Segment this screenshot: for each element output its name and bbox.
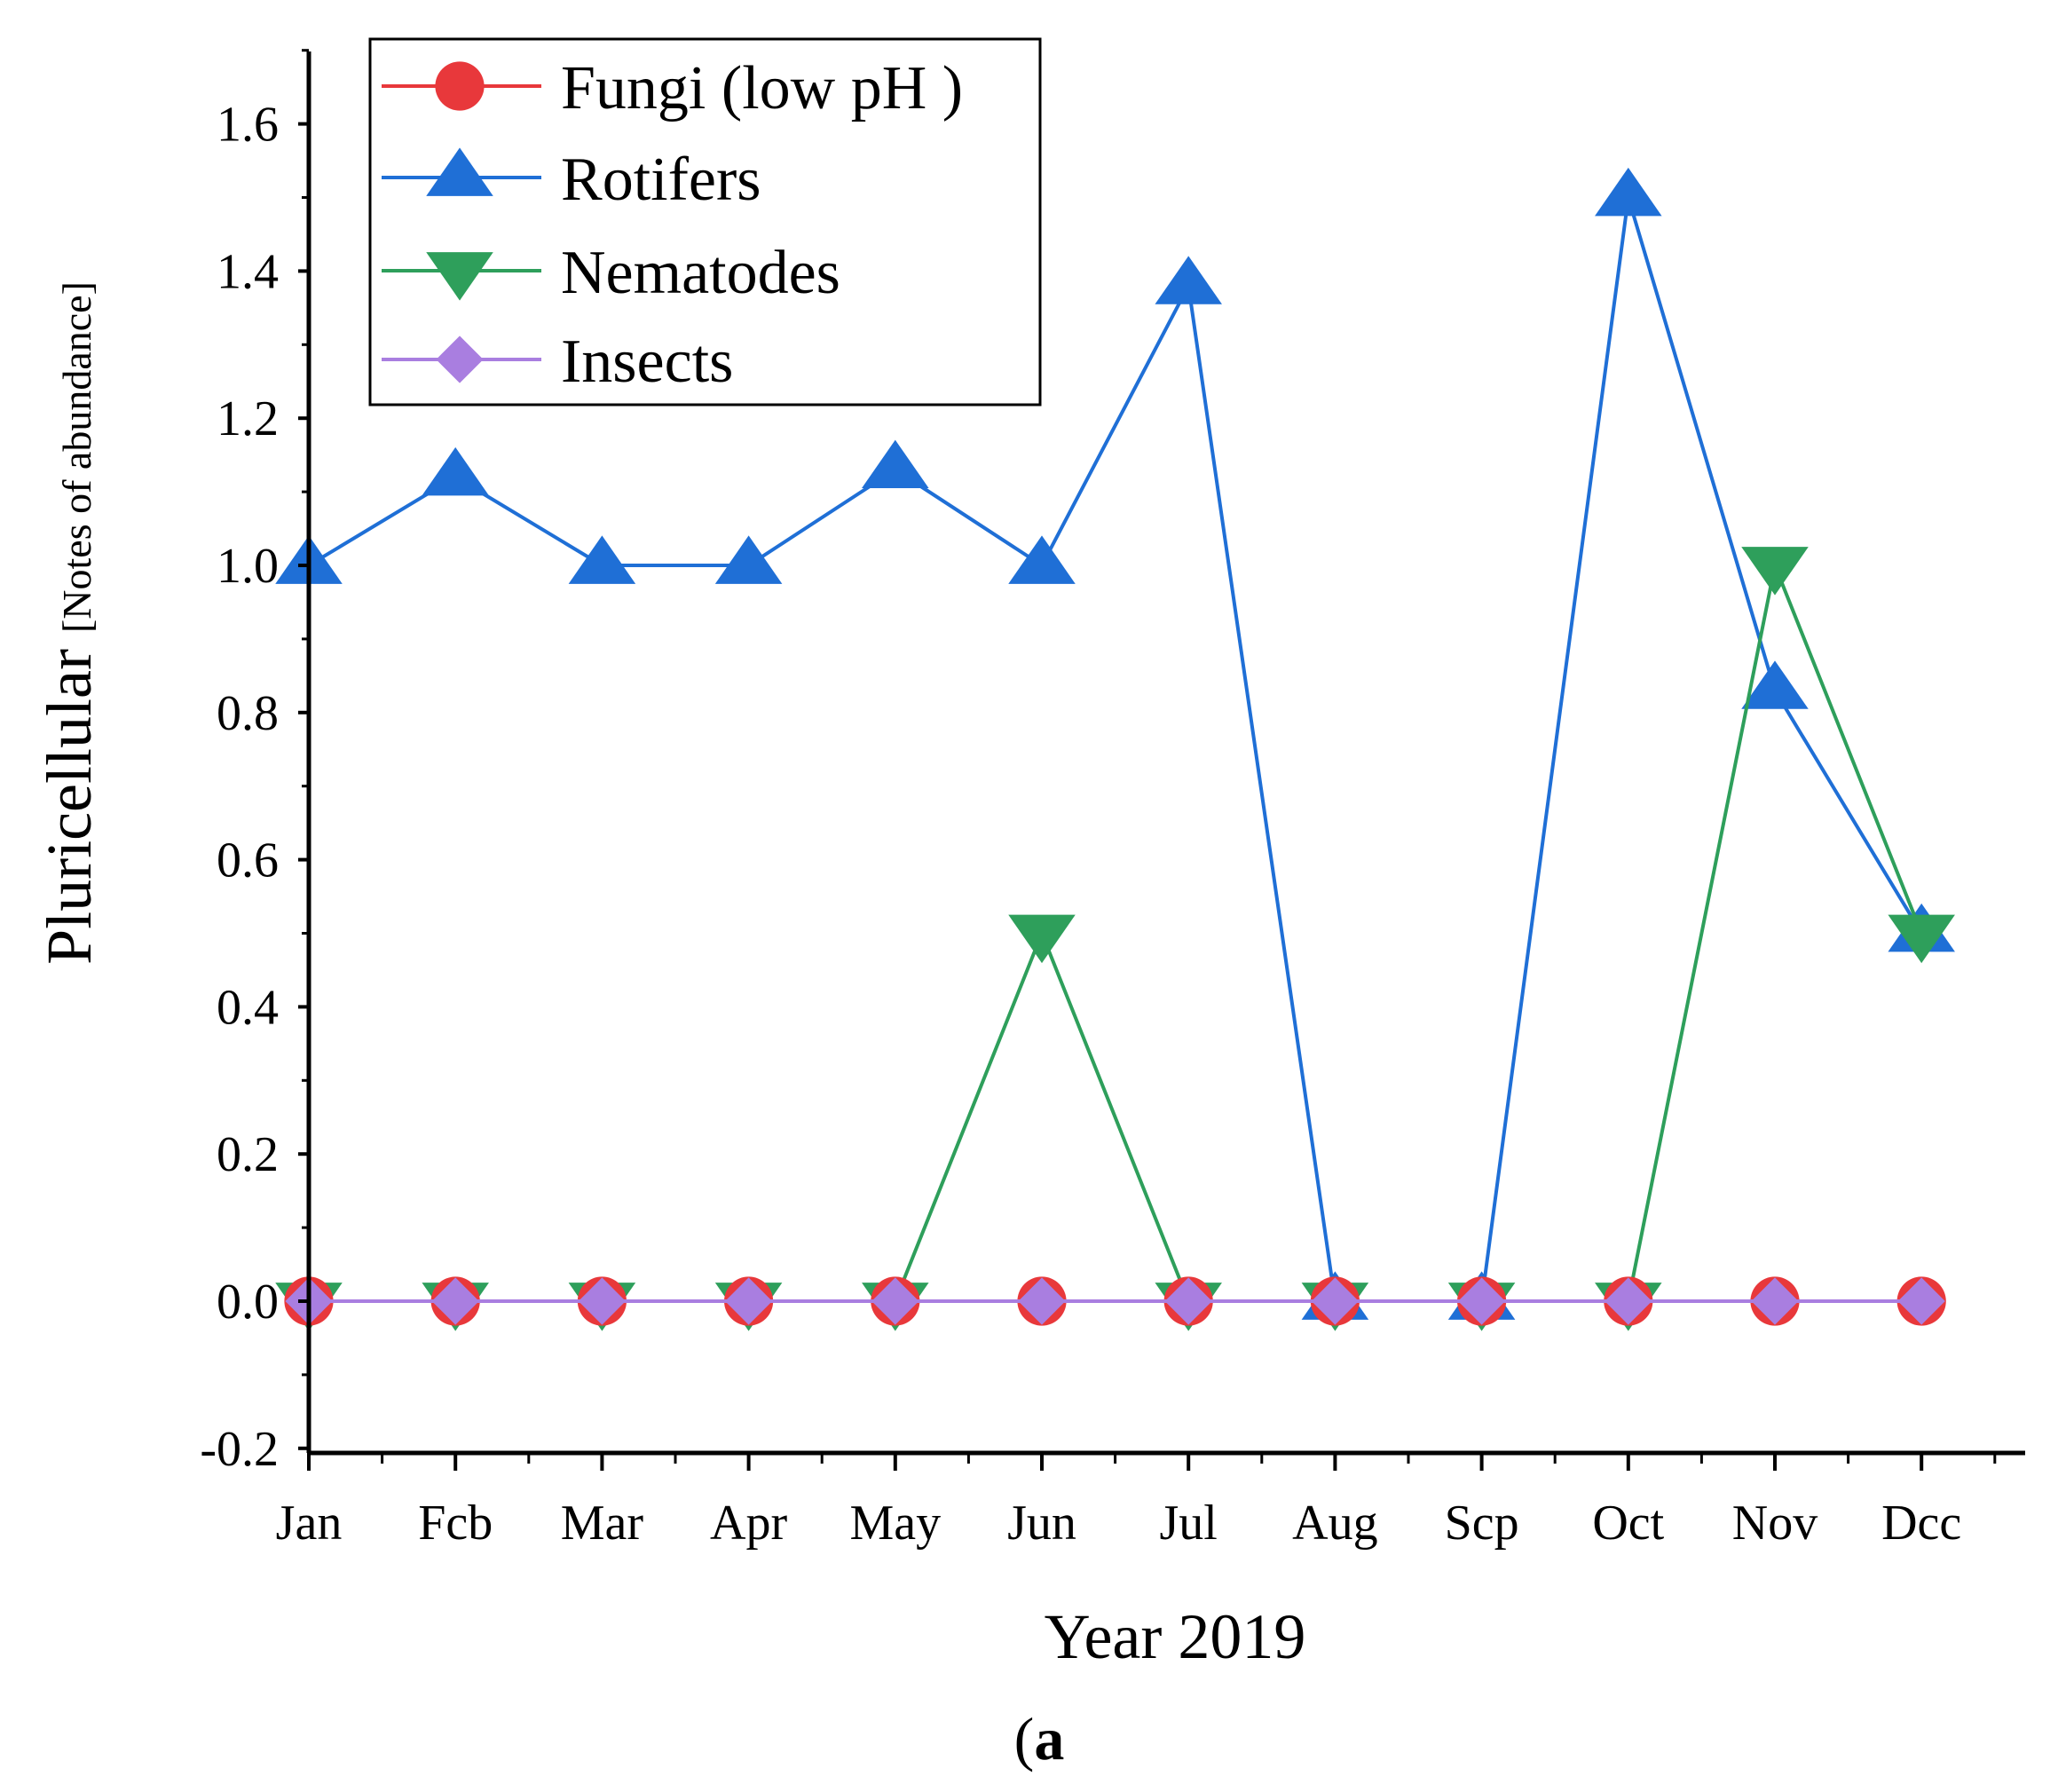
x-tick-label: Fcb (418, 1496, 493, 1551)
panel-label: (a (1014, 1705, 1065, 1772)
x-tick-label: Dcc (1881, 1496, 1961, 1551)
series-layer (275, 167, 1955, 1331)
y-tick-label: 0.0 (217, 1275, 279, 1330)
series-line (307, 196, 1923, 1303)
data-point (1897, 1277, 1945, 1325)
data-point (1751, 1277, 1799, 1325)
legend-box (368, 37, 1042, 407)
data-point (1018, 1277, 1066, 1325)
y-tick-label: 0.6 (217, 833, 279, 888)
data-point (725, 1277, 773, 1325)
data-point (568, 535, 636, 584)
legend-marker (436, 336, 484, 383)
data-point (1888, 914, 1955, 964)
data-point (862, 439, 929, 489)
x-tick-label: Jan (276, 1496, 343, 1551)
legend: Fungi (low pH ) Rotifers Nematodes Insects (368, 37, 1042, 407)
data-point (1008, 535, 1076, 584)
legend-label: Insects (561, 328, 733, 396)
data-point (1008, 914, 1076, 964)
y-tick-label: -0.2 (200, 1422, 279, 1477)
series-nematodes (275, 547, 1955, 1331)
panel-label-letter: a (1034, 1705, 1064, 1772)
legend-marker (426, 252, 493, 301)
legend-entry: Rotifers (382, 146, 761, 214)
series-rotifers (275, 167, 1955, 1320)
y-tick-label: 0.4 (217, 980, 279, 1035)
data-point (1595, 167, 1662, 217)
legend-label: Nematodes (561, 239, 840, 307)
legend-entry: Insects (382, 328, 733, 396)
x-tick-label: Jun (1007, 1496, 1076, 1551)
legend-label: Fungi (low pH ) (561, 54, 963, 122)
y-axis-title-main: Pluricellular (34, 649, 105, 965)
legend-marker (435, 61, 485, 111)
x-tick-label: Scp (1445, 1496, 1519, 1551)
data-point (1605, 1277, 1652, 1325)
data-point (578, 1277, 626, 1325)
data-point (871, 1277, 919, 1325)
y-axis-title: Pluricellular [Notes of abundance] (34, 281, 105, 965)
data-point (1155, 256, 1222, 304)
x-tick-label: Apr (710, 1496, 787, 1551)
legend-entry: Nematodes (382, 239, 840, 307)
y-tick-label: 0.2 (217, 1127, 279, 1182)
data-point (714, 535, 783, 584)
legend-entry: Fungi (low pH ) (382, 54, 963, 122)
y-tick-label: 1.2 (217, 391, 279, 446)
y-tick-label: 1.4 (217, 244, 279, 299)
data-point (1311, 1277, 1359, 1325)
data-point (1458, 1277, 1506, 1325)
y-tick-label: 1.0 (217, 539, 279, 594)
axes-layer (306, 51, 2025, 1456)
series-line (309, 558, 1924, 1303)
panel-label-open: ( (1014, 1705, 1035, 1772)
legend-label: Rotifers (561, 146, 761, 214)
y-tick-label: 1.6 (217, 98, 279, 153)
legend-marker (426, 147, 493, 196)
x-tick-label: Nov (1732, 1496, 1818, 1551)
data-point (1164, 1277, 1212, 1325)
ticks-layer: -0.2 0.0 0.2 0.4 0.6 0.8 1.0 1.2 1.4 1.6 Jan Fcb Mar… (200, 49, 1997, 1551)
data-point (1741, 547, 1809, 596)
x-tick-label: May (849, 1496, 941, 1551)
series-insects (285, 1277, 1945, 1325)
y-tick-label: 0.8 (217, 686, 279, 741)
x-axis-title: Year 2019 (1045, 1601, 1306, 1672)
x-tick-label: Aug (1292, 1496, 1377, 1551)
x-tick-label: Jul (1160, 1496, 1218, 1551)
data-point (422, 446, 489, 496)
data-point (1741, 660, 1809, 709)
y-axis-title-sub: [Notes of abundance] (54, 281, 99, 633)
x-tick-label: Mar (561, 1496, 644, 1551)
data-point (431, 1277, 479, 1325)
x-tick-label: Oct (1592, 1496, 1664, 1551)
